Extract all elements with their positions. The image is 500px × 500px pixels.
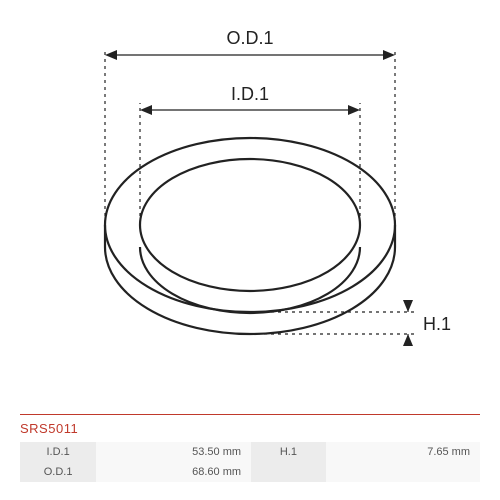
spec-empty <box>326 462 480 482</box>
od1-label: O.D.1 <box>226 28 273 48</box>
spec-empty <box>251 462 326 482</box>
table-row: I.D.1 53.50 mm H.1 7.65 mm <box>20 442 480 462</box>
spec-value: 7.65 mm <box>326 442 480 462</box>
divider <box>20 414 480 415</box>
part-number: SRS5011 <box>20 421 480 436</box>
spec-value: 53.50 mm <box>96 442 251 462</box>
spec-label: H.1 <box>251 442 326 462</box>
spec-label: I.D.1 <box>20 442 96 462</box>
spec-section: SRS5011 I.D.1 53.50 mm H.1 7.65 mm O.D.1… <box>20 414 480 482</box>
spec-label: O.D.1 <box>20 462 96 482</box>
spec-value: 68.60 mm <box>96 462 251 482</box>
spec-table: I.D.1 53.50 mm H.1 7.65 mm O.D.1 68.60 m… <box>20 442 480 482</box>
table-row: O.D.1 68.60 mm <box>20 462 480 482</box>
h1-label: H.1 <box>423 314 451 334</box>
id1-label: I.D.1 <box>231 84 269 104</box>
technical-diagram: O.D.1 I.D.1 H.1 <box>0 0 500 420</box>
